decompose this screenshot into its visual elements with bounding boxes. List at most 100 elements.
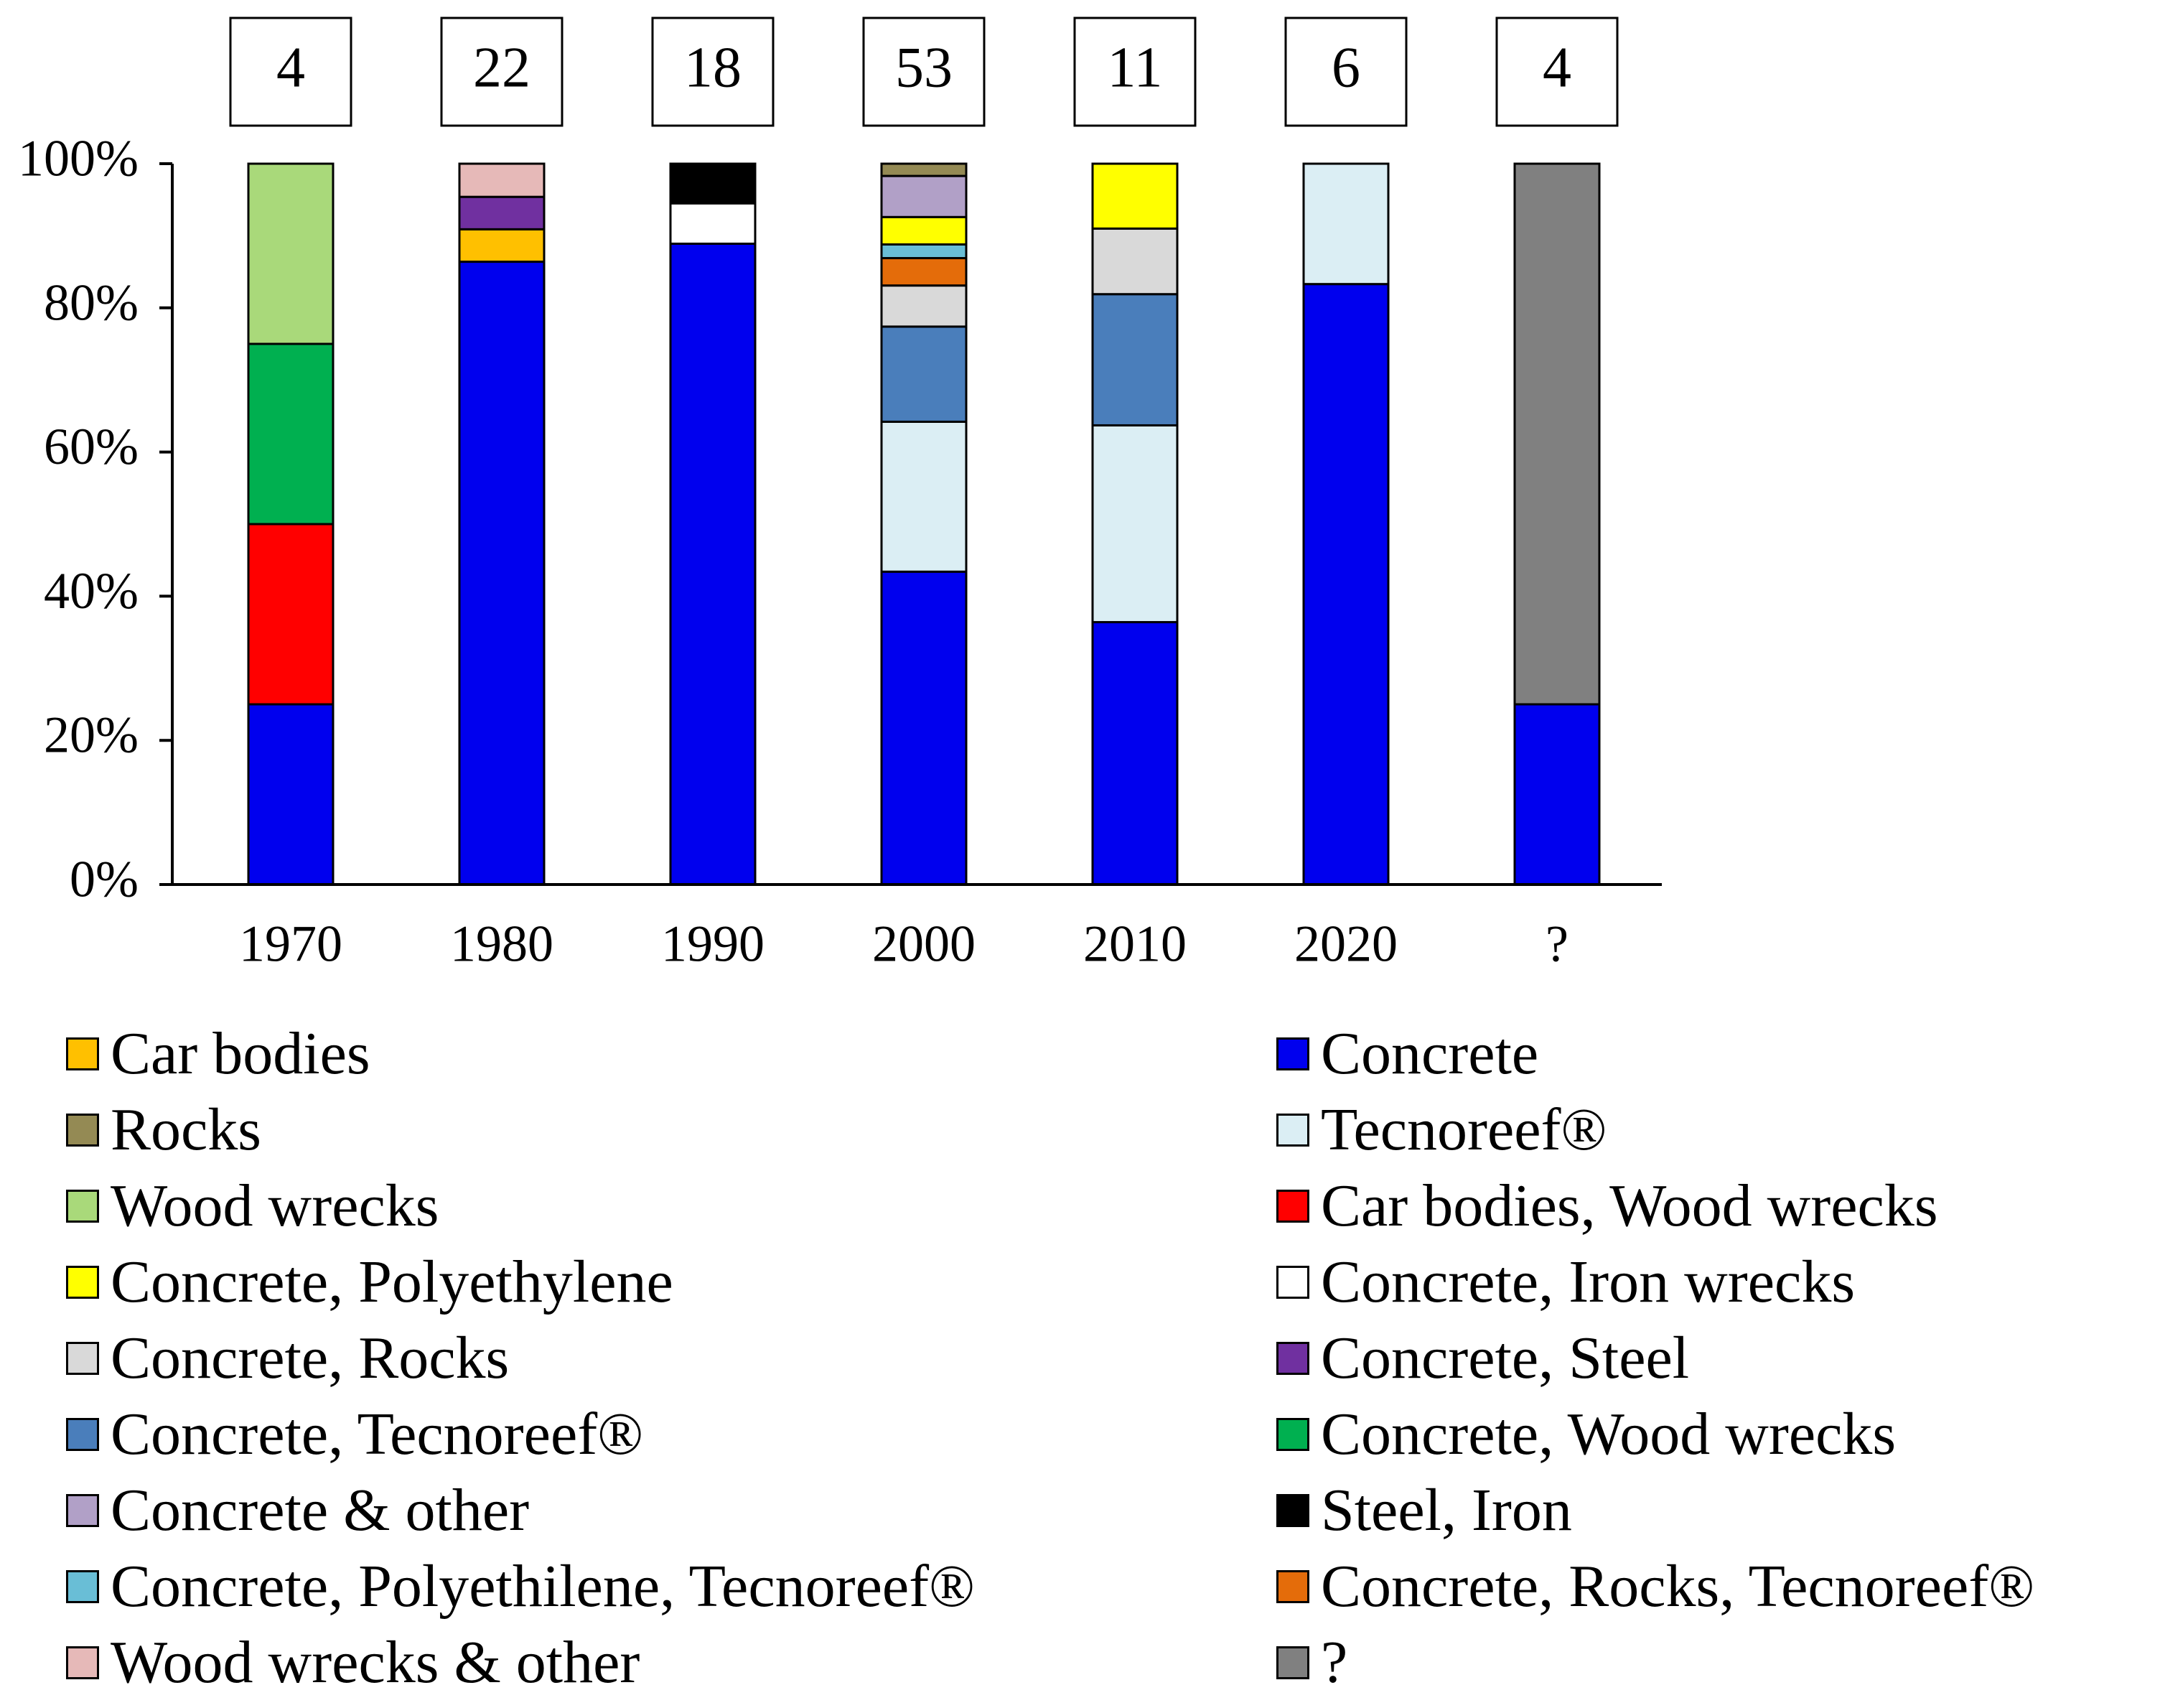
legend-label: Steel, Iron bbox=[1321, 1477, 1572, 1544]
x-tick-label: 1970 bbox=[239, 915, 342, 973]
legend-item: Tecnoreef® bbox=[1276, 1092, 1607, 1168]
bar-segment bbox=[669, 162, 757, 205]
legend-label: Wood wrecks bbox=[111, 1172, 439, 1239]
legend-label: Car bodies, Wood wrecks bbox=[1321, 1172, 1938, 1239]
legend-item: Concrete, Steel bbox=[1276, 1320, 1689, 1396]
y-tick-label: 20% bbox=[44, 706, 139, 764]
stacked-bar-chart: 4 1970 22 1980 18 1990 53 2000 11 2010 6 2020 4? 0% 20… bbox=[18, 17, 1662, 973]
bar-segment bbox=[458, 228, 546, 263]
legend-item: Concrete, Rocks bbox=[66, 1320, 509, 1396]
legend-swatch bbox=[66, 1037, 99, 1070]
y-tick-label: 60% bbox=[44, 418, 139, 475]
legend-label: Concrete & other bbox=[111, 1477, 530, 1544]
count-box bbox=[1073, 17, 1197, 127]
bar-segment bbox=[880, 284, 968, 328]
count-box bbox=[229, 17, 352, 127]
legend-item: Concrete, Polyethylene bbox=[66, 1244, 673, 1320]
bar-segment bbox=[880, 243, 968, 260]
legend-item: Wood wrecks bbox=[66, 1168, 439, 1244]
legend-label: Concrete bbox=[1321, 1020, 1539, 1087]
legend-item: Concrete, Rocks, Tecnoreef® bbox=[1276, 1549, 2034, 1625]
legend-label: Concrete, Iron wrecks bbox=[1321, 1249, 1856, 1315]
bar-segment bbox=[880, 174, 968, 218]
legend-item: Rocks bbox=[66, 1092, 261, 1168]
legend-item: Concrete, Iron wrecks bbox=[1276, 1244, 1855, 1320]
y-tick-label: 0% bbox=[70, 851, 139, 908]
bar-segment bbox=[1513, 162, 1601, 706]
legend-swatch bbox=[66, 1494, 99, 1527]
x-tick-label: 2000 bbox=[872, 915, 976, 973]
bar-segment bbox=[247, 342, 335, 526]
legend: Car bodies Rocks Wood wrecks Concrete, Poly… bbox=[0, 1016, 2160, 1705]
x-tick-label: 2010 bbox=[1083, 915, 1187, 973]
legend-label: Concrete, Steel bbox=[1321, 1325, 1690, 1391]
y-tick-label: 40% bbox=[44, 562, 139, 620]
bar-segment bbox=[1302, 162, 1390, 286]
count-box bbox=[651, 17, 775, 127]
count-label: 18 bbox=[684, 36, 742, 99]
legend-item: Wood wrecks & other bbox=[66, 1625, 640, 1701]
legend-item: Steel, Iron bbox=[1276, 1473, 1572, 1549]
legend-swatch bbox=[1276, 1570, 1309, 1603]
bar-segment bbox=[1091, 162, 1179, 230]
x-tick-label: 1990 bbox=[661, 915, 765, 973]
bar-segment bbox=[880, 257, 968, 287]
legend-item: Concrete, Polyethilene, Tecnoreef® bbox=[66, 1549, 975, 1625]
legend-label: Car bodies bbox=[111, 1020, 370, 1087]
bar-segment bbox=[1513, 703, 1601, 886]
bar-segment bbox=[880, 570, 968, 886]
bar-segment bbox=[458, 195, 546, 230]
bar-segment bbox=[880, 215, 968, 246]
bar-segment bbox=[1091, 621, 1179, 886]
legend-item: Concrete, Tecnoreef® bbox=[66, 1396, 643, 1473]
bar-segment bbox=[880, 325, 968, 423]
count-label: 11 bbox=[1107, 36, 1162, 99]
legend-swatch bbox=[1276, 1190, 1309, 1223]
legend-swatch bbox=[66, 1342, 99, 1375]
legend-item: Concrete bbox=[1276, 1016, 1538, 1092]
bar-segment bbox=[669, 202, 757, 245]
count-box bbox=[440, 17, 564, 127]
y-tick-label: 80% bbox=[44, 274, 139, 331]
bar-segment bbox=[1091, 227, 1179, 296]
legend-label: Concrete, Tecnoreef® bbox=[111, 1401, 644, 1467]
bar-segment bbox=[1091, 293, 1179, 426]
legend-swatch bbox=[1276, 1266, 1309, 1299]
legend-label: Concrete, Polyethylene bbox=[111, 1249, 673, 1315]
bar-segment bbox=[880, 420, 968, 573]
legend-label: Concrete, Wood wrecks bbox=[1321, 1401, 1897, 1467]
legend-label: Wood wrecks & other bbox=[111, 1629, 640, 1696]
legend-swatch bbox=[66, 1266, 99, 1299]
count-box bbox=[1495, 17, 1619, 127]
bar-segment bbox=[247, 523, 335, 706]
count-label: 4 bbox=[276, 36, 305, 99]
bar-segment bbox=[669, 242, 757, 886]
legend-label: Concrete, Polyethilene, Tecnoreef® bbox=[111, 1553, 975, 1620]
count-label: 6 bbox=[1332, 36, 1360, 99]
legend-item: ? bbox=[1276, 1625, 1347, 1701]
bar-segment bbox=[247, 703, 335, 886]
bar-segment bbox=[1091, 424, 1179, 624]
bar-segment bbox=[1302, 283, 1390, 886]
legend-swatch bbox=[66, 1418, 99, 1451]
legend-label: Concrete, Rocks bbox=[111, 1325, 510, 1391]
count-label: 22 bbox=[473, 36, 530, 99]
bar-segment bbox=[247, 162, 335, 345]
count-box bbox=[862, 17, 986, 127]
legend-swatch bbox=[1276, 1646, 1309, 1679]
legend-label: Concrete, Rocks, Tecnoreef® bbox=[1321, 1553, 2035, 1620]
legend-swatch bbox=[66, 1190, 99, 1223]
legend-swatch bbox=[66, 1114, 99, 1147]
bar-segment bbox=[458, 261, 546, 886]
legend-swatch bbox=[1276, 1037, 1309, 1070]
legend-swatch bbox=[1276, 1418, 1309, 1451]
legend-item: Concrete & other bbox=[66, 1473, 529, 1549]
legend-label: ? bbox=[1321, 1629, 1348, 1696]
legend-swatch bbox=[66, 1570, 99, 1603]
legend-label: Rocks bbox=[111, 1096, 261, 1163]
legend-swatch bbox=[1276, 1494, 1309, 1527]
x-tick-label: 1980 bbox=[450, 915, 553, 973]
x-tick-label: 2020 bbox=[1294, 915, 1398, 973]
bar-segment bbox=[458, 162, 546, 198]
bar-segment bbox=[880, 162, 968, 177]
